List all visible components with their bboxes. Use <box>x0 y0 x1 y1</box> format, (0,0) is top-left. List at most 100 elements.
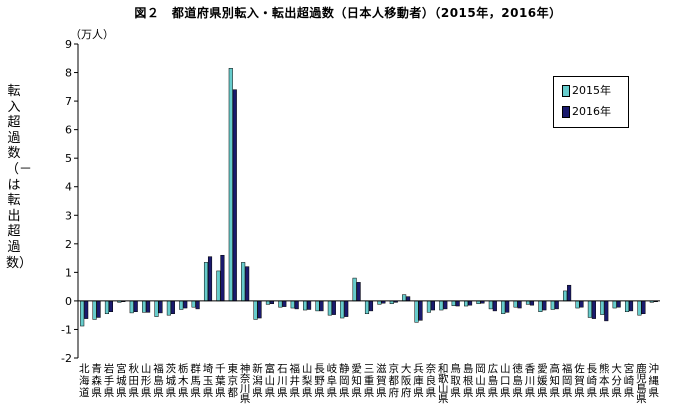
category-label: 静岡県 <box>339 362 350 399</box>
bar-2016-41 <box>579 300 584 308</box>
bar-2015-21 <box>327 300 332 316</box>
category-label: 岐阜県 <box>327 362 338 399</box>
bar-2016-24 <box>368 300 374 312</box>
category-label: 和歌山県 <box>438 363 449 405</box>
bar-2016-11 <box>207 256 213 302</box>
bar-2015-30 <box>439 300 444 311</box>
bar-2016-37 <box>529 300 535 306</box>
bar-2015-17 <box>278 300 283 308</box>
category-label: 鳥取県 <box>450 362 461 399</box>
bar-2015-15 <box>253 300 258 320</box>
category-label: 宮崎県 <box>624 362 635 399</box>
bar-2016-12 <box>220 254 225 302</box>
bar-2015-18 <box>290 300 295 309</box>
legend-swatch-2016 <box>562 106 570 118</box>
bar-2016-6 <box>146 300 151 313</box>
category-label: 栃木県 <box>178 362 189 399</box>
bar-2016-38 <box>542 300 547 311</box>
category-label: 北海道 <box>79 363 90 399</box>
category-label: 山口県 <box>500 363 511 399</box>
category-label: 群馬県 <box>190 362 201 399</box>
bar-2015-3 <box>104 300 110 315</box>
category-label: 石川県 <box>277 363 288 399</box>
bar-2015-29 <box>426 300 431 313</box>
category-label: 愛知県 <box>351 362 362 399</box>
bar-2016-19 <box>307 300 312 310</box>
bar-2016-21 <box>331 300 336 315</box>
bar-2016-32 <box>468 300 473 306</box>
bar-2015-35 <box>501 300 506 315</box>
bar-2016-10 <box>195 300 200 310</box>
bar-2016-17 <box>282 300 287 307</box>
category-label: 東京都 <box>228 362 239 399</box>
category-label: 徳島県 <box>512 362 523 399</box>
bar-2016-28 <box>418 300 423 321</box>
bar-2015-40 <box>563 290 568 302</box>
bar-2015-10 <box>191 300 196 308</box>
category-label: 大阪府 <box>401 362 412 399</box>
bar-2016-39 <box>554 300 559 310</box>
bar-2016-15 <box>257 300 262 319</box>
category-label: 青森県 <box>91 362 102 399</box>
category-label: 島根県 <box>463 362 474 399</box>
bar-2015-8 <box>166 300 171 316</box>
legend-label-2015: 2015年 <box>572 84 611 97</box>
category-label: 茨城県 <box>166 362 177 399</box>
bar-2015-14 <box>241 262 246 302</box>
category-label: 福島県 <box>153 362 164 399</box>
bar-2016-1 <box>84 300 89 319</box>
bar-2016-42 <box>591 300 596 319</box>
category-label: 大分県 <box>611 362 622 399</box>
y-tick-label: 4 <box>65 181 72 194</box>
legend-swatch-2015 <box>562 85 570 97</box>
bar-2016-43 <box>604 300 609 322</box>
bar-2016-30 <box>443 300 448 310</box>
bar-2016-36 <box>517 300 522 309</box>
y-tick-label: 8 <box>65 67 72 80</box>
bar-2016-29 <box>430 300 435 311</box>
category-label: 高知県 <box>549 362 560 399</box>
y-tick-label: 9 <box>65 38 72 51</box>
bar-2015-36 <box>513 300 518 308</box>
category-label: 福井県 <box>289 362 300 399</box>
bar-2016-5 <box>133 300 138 313</box>
legend-item-2015: 2015年 <box>562 84 611 98</box>
legend-label-2016: 2016年 <box>572 105 611 118</box>
bar-2015-1 <box>80 300 85 327</box>
category-label: 長崎県 <box>587 363 598 399</box>
bar-2015-24 <box>364 300 370 315</box>
bar-2016-2 <box>96 300 101 318</box>
category-label: 福岡県 <box>562 362 573 399</box>
category-label: 新潟県 <box>252 362 263 399</box>
bar-2015-25 <box>377 300 382 305</box>
legend-item-2016: 2016年 <box>562 105 611 119</box>
bar-2015-42 <box>587 300 592 318</box>
bar-2015-34 <box>488 300 493 310</box>
bar-2015-46 <box>637 300 642 316</box>
bar-2015-9 <box>179 300 184 310</box>
y-tick-label: -2 <box>61 352 72 365</box>
category-label: 三重県 <box>364 363 375 399</box>
bar-2015-16 <box>265 300 270 305</box>
bar-2015-44 <box>612 300 617 309</box>
category-label: 山梨県 <box>302 363 313 399</box>
category-label: 宮城県 <box>116 362 127 399</box>
category-label: 千葉県 <box>215 363 226 399</box>
category-label: 京都府 <box>389 362 400 399</box>
bar-2016-22 <box>344 300 349 317</box>
bar-2016-7 <box>158 300 163 314</box>
category-label: 香川県 <box>525 363 536 399</box>
category-label: 佐賀県 <box>574 362 585 399</box>
bar-2015-38 <box>538 300 543 313</box>
bar-2015-19 <box>303 300 308 311</box>
bar-2015-43 <box>600 300 605 315</box>
bar-2016-23 <box>356 282 361 302</box>
bar-2015-7 <box>154 300 159 317</box>
y-tick-label: 0 <box>65 295 72 308</box>
bar-2016-14 <box>245 266 250 302</box>
bar-2016-13 <box>232 89 237 302</box>
bar-2015-41 <box>575 300 580 309</box>
bar-2015-12 <box>216 270 221 302</box>
bar-2015-39 <box>550 300 555 310</box>
bar-2015-6 <box>142 300 147 313</box>
